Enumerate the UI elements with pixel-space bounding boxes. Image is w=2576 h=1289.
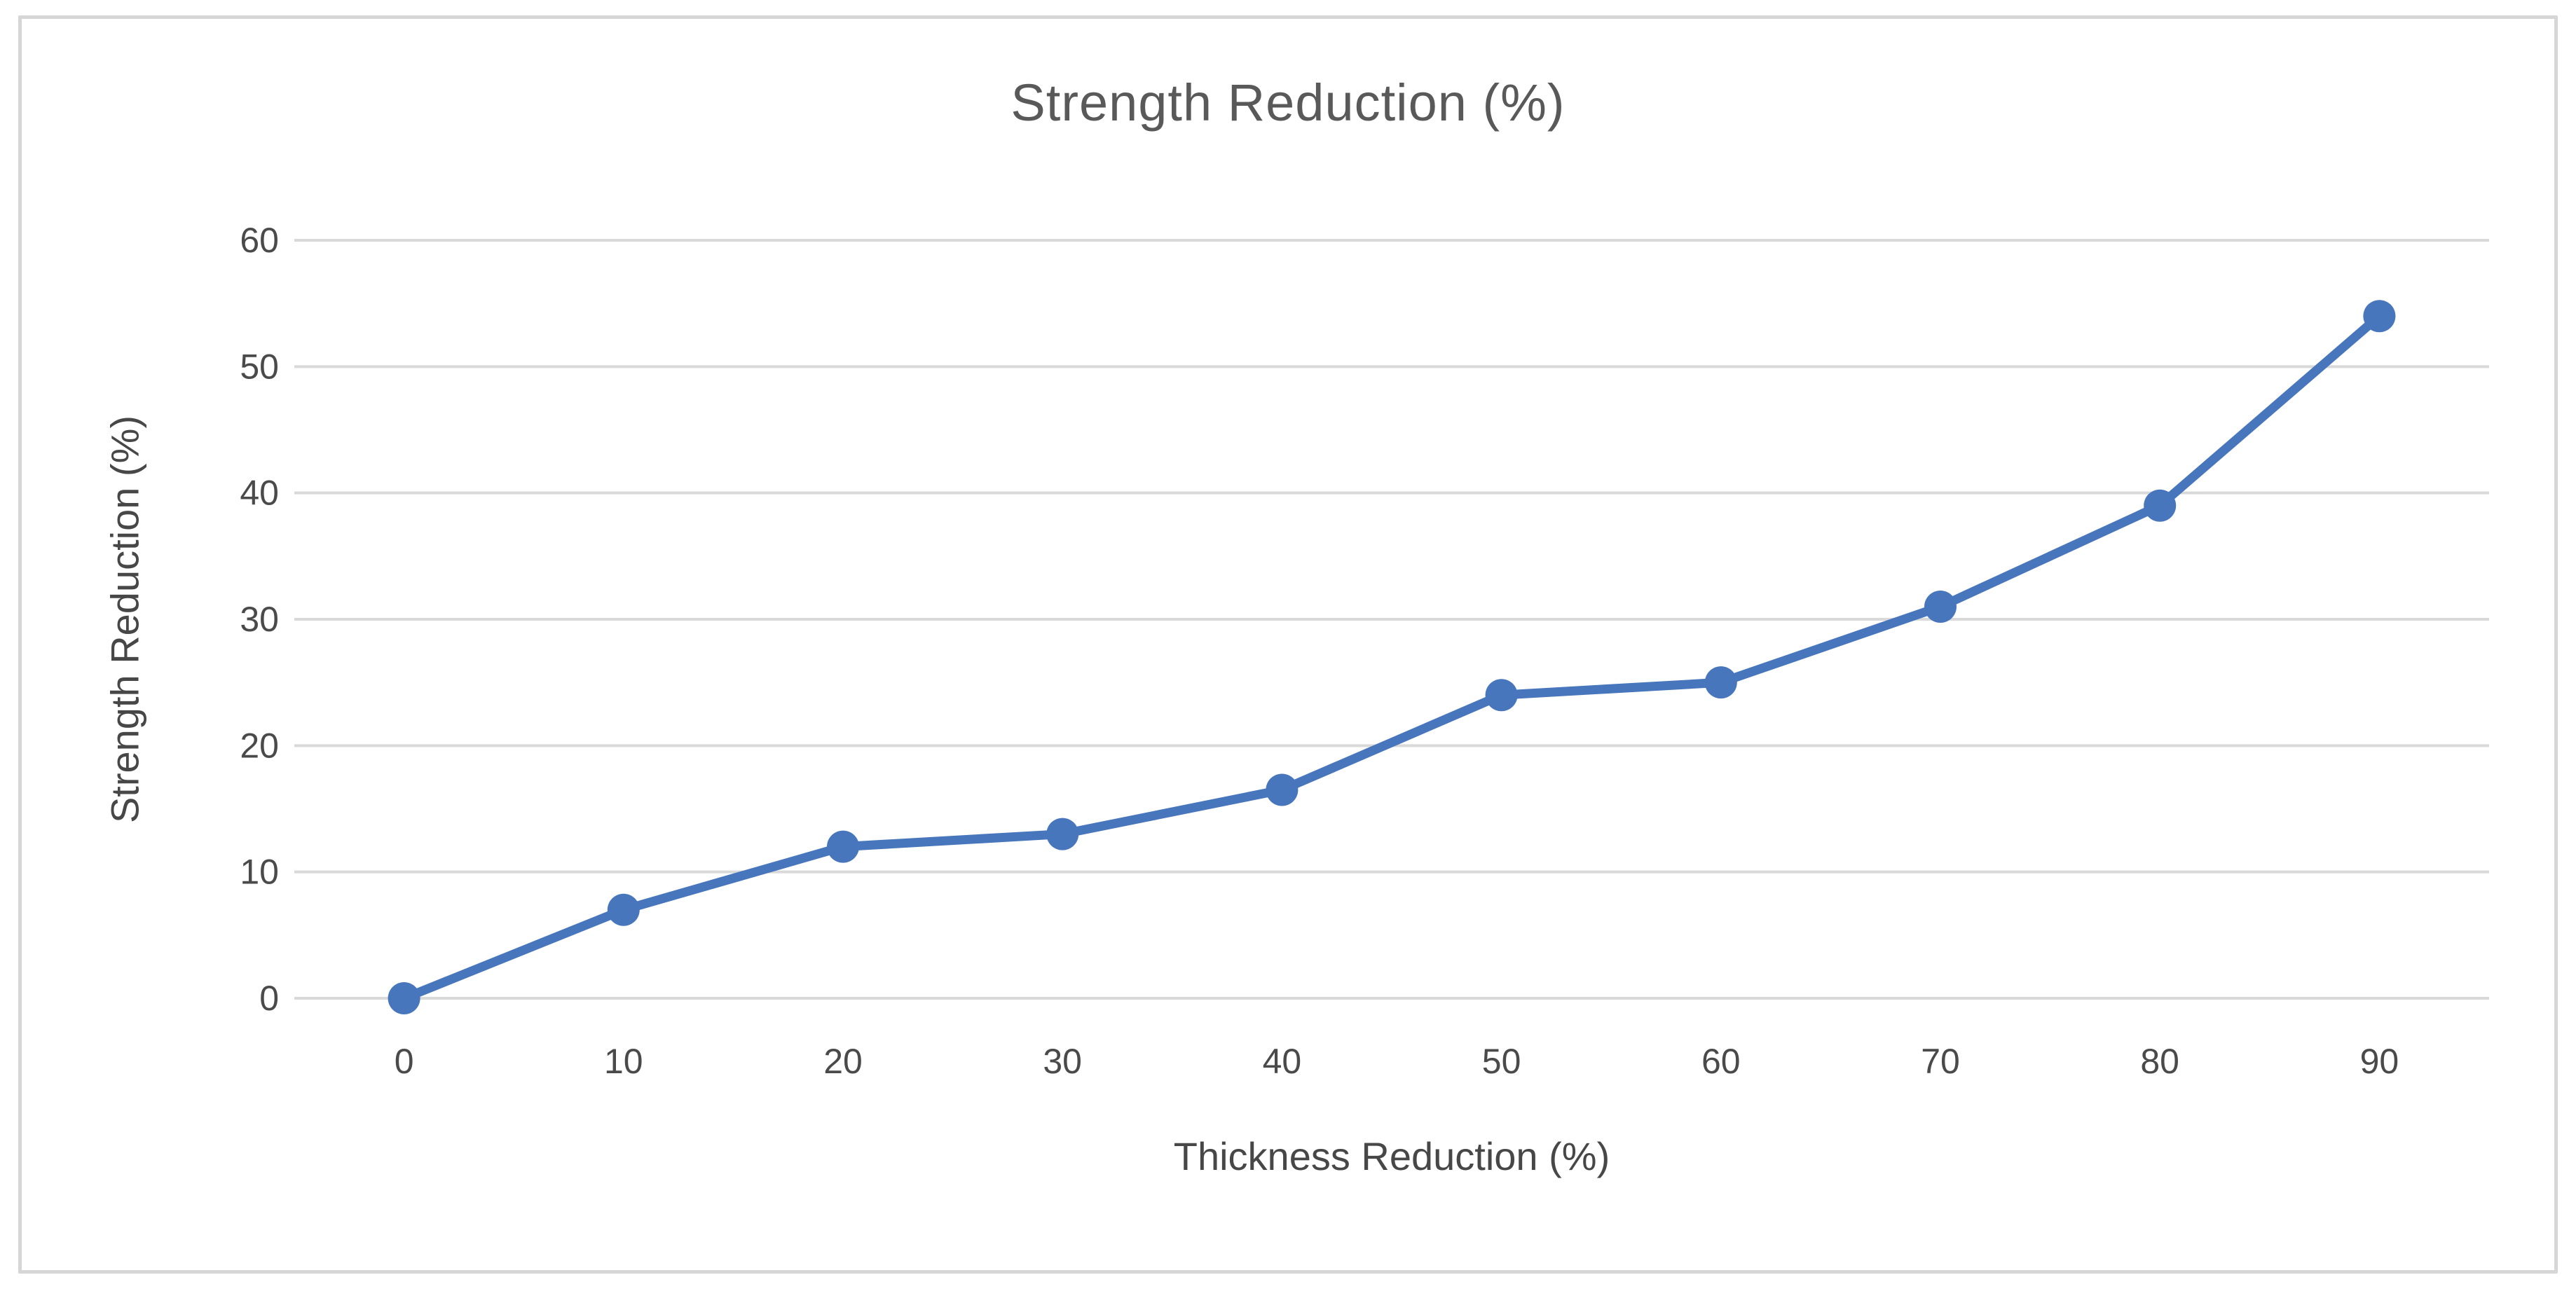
y-tick-label: 20 <box>240 726 279 765</box>
chart-border-frame <box>18 15 2558 1274</box>
data-point-marker <box>388 982 420 1014</box>
y-tick-label: 30 <box>240 600 279 639</box>
x-tick-label: 50 <box>1482 1042 1521 1081</box>
x-tick-label: 40 <box>1263 1042 1302 1081</box>
chart-title: Strength Reduction (%) <box>1010 74 1566 132</box>
y-axis-title: Strength Reduction (%) <box>102 415 147 824</box>
series-line <box>399 311 2384 1003</box>
y-tick-label: 0 <box>259 979 279 1018</box>
data-point-marker <box>1046 818 1079 850</box>
y-tick-label: 60 <box>240 221 279 260</box>
data-point-marker <box>1704 666 1737 699</box>
data-point-marker <box>1485 679 1518 712</box>
data-point-marker <box>2144 489 2177 522</box>
data-point-marker <box>607 893 640 926</box>
data-point-marker <box>1924 590 1957 623</box>
x-tick-label: 20 <box>823 1042 863 1081</box>
x-axis-title: Thickness Reduction (%) <box>1173 1134 1610 1178</box>
y-tick-label: 10 <box>240 853 279 892</box>
x-tick-label: 0 <box>395 1042 414 1081</box>
x-tick-label: 70 <box>1921 1042 1960 1081</box>
x-tick-label: 10 <box>604 1042 643 1081</box>
data-point-marker <box>2363 300 2396 333</box>
x-tick-label: 80 <box>2140 1042 2179 1081</box>
data-point-marker <box>1266 773 1299 806</box>
data-point-marker <box>827 830 859 863</box>
y-tick-label: 50 <box>240 347 279 386</box>
x-tick-label: 90 <box>2360 1042 2399 1081</box>
x-tick-label: 60 <box>1701 1042 1741 1081</box>
y-tick-label: 40 <box>240 474 279 513</box>
x-tick-label: 30 <box>1043 1042 1082 1081</box>
